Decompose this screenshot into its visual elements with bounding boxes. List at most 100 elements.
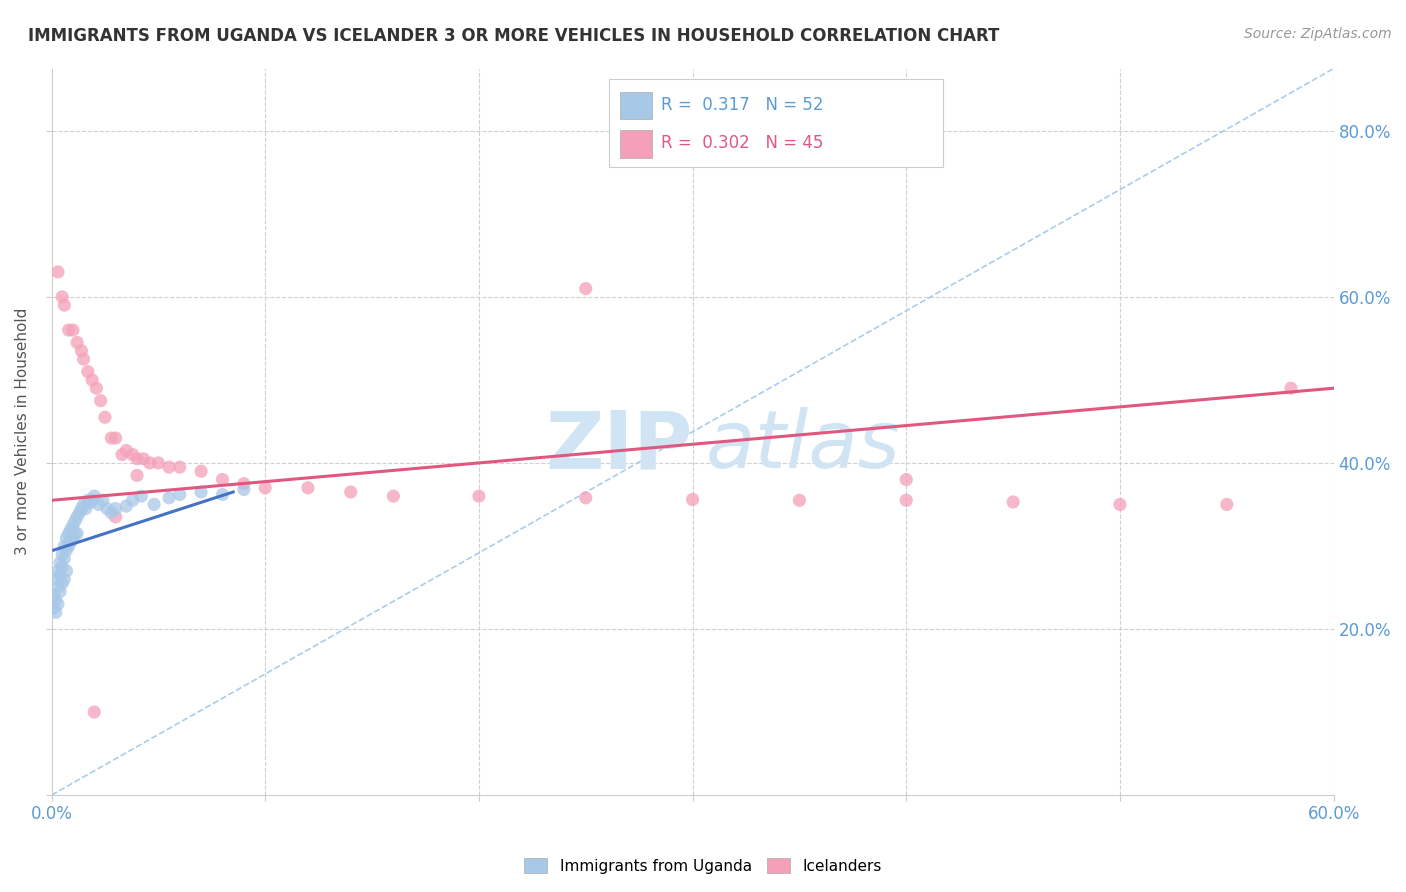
Point <box>55 543 77 558</box>
Point <box>66 509 89 524</box>
Point <box>53 551 76 566</box>
Point <box>62 323 84 337</box>
Point <box>51 547 73 561</box>
Point <box>67 506 90 520</box>
Point <box>49 568 72 582</box>
Point <box>1279 381 1302 395</box>
Point <box>297 481 319 495</box>
Point <box>100 431 122 445</box>
Point <box>169 460 191 475</box>
Point <box>157 491 180 505</box>
Point <box>70 343 93 358</box>
Point <box>83 705 105 719</box>
Point <box>79 496 101 510</box>
Point <box>125 468 148 483</box>
Point <box>62 531 84 545</box>
Point <box>143 498 166 512</box>
Point <box>59 534 82 549</box>
Point <box>104 431 127 445</box>
Point <box>51 290 73 304</box>
Point <box>100 506 122 520</box>
Point <box>72 498 94 512</box>
FancyBboxPatch shape <box>609 79 942 167</box>
Point <box>104 509 127 524</box>
Point <box>789 493 811 508</box>
FancyBboxPatch shape <box>620 130 651 158</box>
Point <box>111 448 134 462</box>
Text: R =  0.317   N = 52: R = 0.317 N = 52 <box>661 95 823 114</box>
Point <box>91 493 114 508</box>
Point <box>63 526 86 541</box>
Point <box>132 451 155 466</box>
Point <box>82 493 104 508</box>
Point <box>232 483 254 497</box>
Point <box>1109 498 1132 512</box>
Point <box>55 564 77 578</box>
Point <box>339 485 361 500</box>
Point <box>70 501 93 516</box>
Point <box>62 518 84 533</box>
Point <box>76 365 98 379</box>
Point <box>190 464 212 478</box>
Point <box>53 572 76 586</box>
Point <box>90 393 112 408</box>
Y-axis label: 3 or more Vehicles in Household: 3 or more Vehicles in Household <box>15 308 30 556</box>
Point <box>86 381 108 395</box>
Point <box>96 501 118 516</box>
Point <box>121 493 143 508</box>
Text: Source: ZipAtlas.com: Source: ZipAtlas.com <box>1244 27 1392 41</box>
Point <box>83 489 105 503</box>
Point <box>232 476 254 491</box>
Point <box>94 410 117 425</box>
Point <box>125 451 148 466</box>
Point <box>66 335 89 350</box>
Text: atlas: atlas <box>706 408 900 485</box>
Point <box>76 493 98 508</box>
Point <box>1002 495 1025 509</box>
Point <box>211 487 233 501</box>
Point <box>51 559 73 574</box>
Point <box>46 572 69 586</box>
Point <box>682 492 704 507</box>
Point <box>46 597 69 611</box>
Point <box>382 489 405 503</box>
Point <box>115 443 138 458</box>
Point <box>115 499 138 513</box>
Point <box>896 493 918 508</box>
Point <box>49 556 72 570</box>
Point <box>104 501 127 516</box>
Point <box>58 323 80 337</box>
FancyBboxPatch shape <box>620 92 651 120</box>
Point <box>75 501 97 516</box>
Point <box>254 481 277 495</box>
Point <box>82 373 104 387</box>
Legend: Immigrants from Uganda, Icelanders: Immigrants from Uganda, Icelanders <box>519 852 887 880</box>
Point <box>46 581 69 595</box>
Point <box>72 352 94 367</box>
Point <box>896 473 918 487</box>
Point <box>157 460 180 475</box>
Point <box>139 456 162 470</box>
Point <box>87 498 110 512</box>
Point <box>45 593 67 607</box>
Point <box>45 606 67 620</box>
Point <box>1216 498 1239 512</box>
Point <box>63 514 86 528</box>
Text: R =  0.302   N = 45: R = 0.302 N = 45 <box>661 135 823 153</box>
Point <box>46 265 69 279</box>
Point <box>42 601 65 615</box>
Point <box>148 456 170 470</box>
Point <box>46 564 69 578</box>
Point <box>169 487 191 501</box>
Point <box>575 281 598 295</box>
Point <box>49 584 72 599</box>
Point <box>190 485 212 500</box>
Point <box>58 539 80 553</box>
Text: ZIP: ZIP <box>546 408 693 485</box>
Point <box>129 489 152 503</box>
Point <box>66 526 89 541</box>
Point <box>42 589 65 603</box>
Point <box>58 526 80 541</box>
Point <box>211 473 233 487</box>
Point <box>55 531 77 545</box>
